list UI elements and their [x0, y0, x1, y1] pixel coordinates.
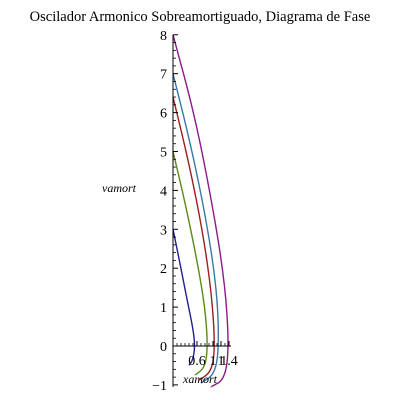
y-tick-label: 2	[160, 262, 167, 277]
y-tick-label: 0	[160, 340, 167, 355]
y-tick-label: 3	[160, 223, 167, 238]
phase-curve-5	[172, 34, 229, 388]
phase-curve-4	[172, 73, 220, 384]
y-tick-label: 4	[160, 184, 167, 199]
phase-curve-3	[172, 96, 215, 381]
x-tick-label: 0.6	[188, 354, 206, 369]
x-tick-label: 1	[210, 354, 217, 369]
y-tick-label: 6	[160, 107, 167, 122]
phase-curve-1	[172, 229, 196, 366]
x-axis-label: xamort	[182, 372, 218, 386]
y-axis-label: vamort	[102, 181, 137, 195]
y-tick-label: −1	[152, 379, 167, 394]
y-tick-label: 8	[160, 29, 167, 44]
phase-curve-2	[172, 151, 208, 376]
x-tick-label: 1.4	[220, 354, 238, 369]
x-tick-label: 1	[218, 354, 225, 369]
y-tick-label: 5	[160, 146, 167, 161]
y-tick-label: 7	[160, 68, 167, 83]
chart-title: Oscilador Armonico Sobreamortiguado, Dia…	[30, 9, 371, 25]
curves-layer	[172, 34, 229, 388]
y-tick-label: 1	[160, 301, 167, 316]
